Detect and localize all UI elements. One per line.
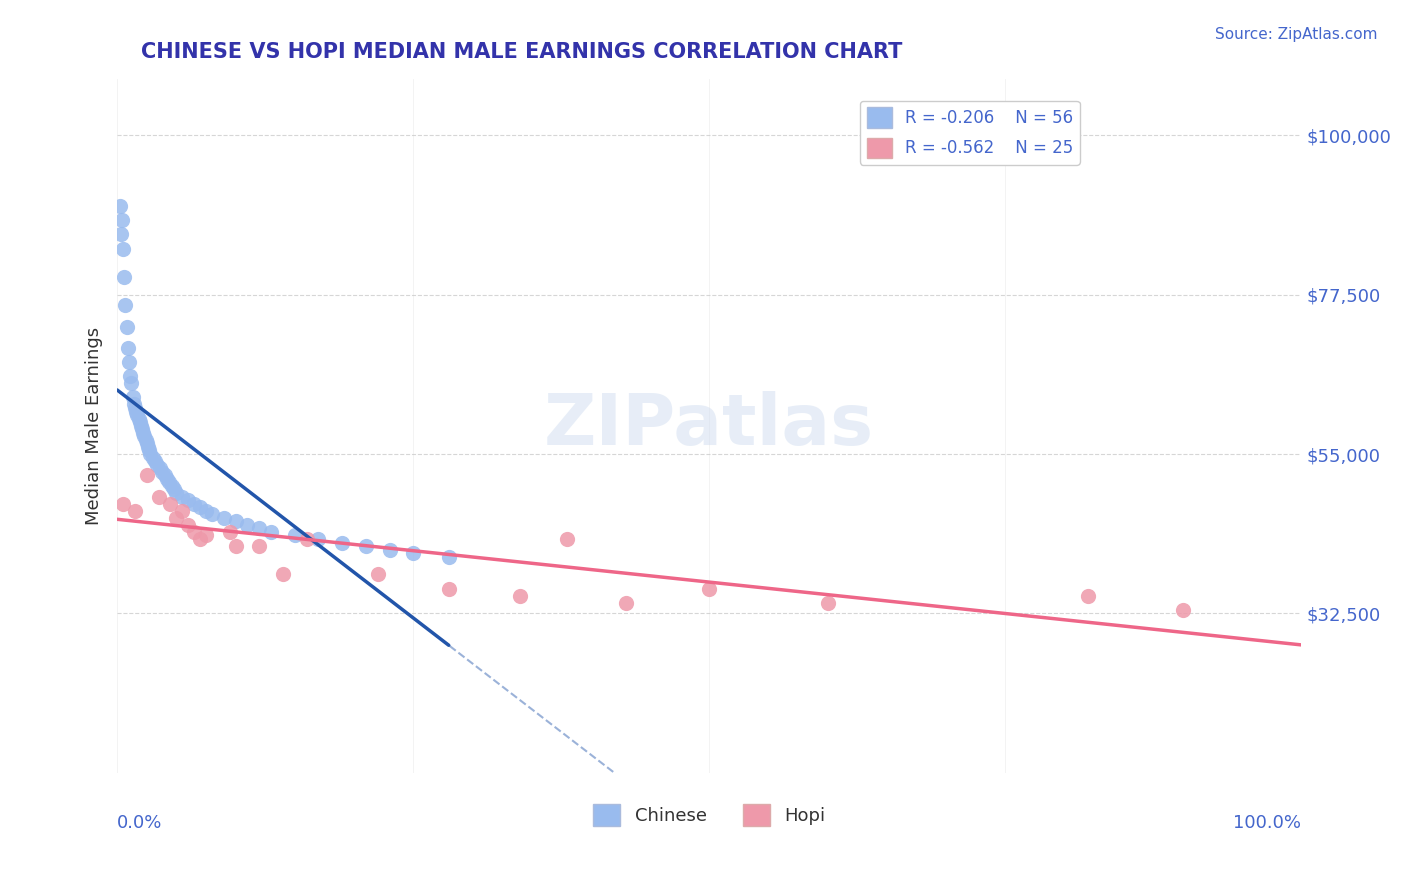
Text: Source: ZipAtlas.com: Source: ZipAtlas.com [1215, 27, 1378, 42]
Point [330, 535, 353, 549]
Point [112, 269, 135, 284]
Point [121, 390, 143, 404]
Point [437, 582, 460, 596]
Point [354, 539, 377, 553]
Point [195, 503, 218, 517]
Point [135, 468, 157, 483]
Point [124, 503, 146, 517]
Point [295, 532, 318, 546]
Text: ZIPatlas: ZIPatlas [544, 392, 875, 460]
Point [118, 355, 141, 369]
Point [163, 483, 186, 497]
Point [236, 517, 259, 532]
Point [146, 458, 169, 472]
Point [509, 589, 531, 603]
Point [247, 539, 270, 553]
Point [110, 227, 132, 242]
Point [165, 486, 187, 500]
Point [308, 532, 330, 546]
Point [159, 497, 181, 511]
Point [112, 242, 135, 256]
Point [129, 418, 152, 433]
Point [188, 532, 211, 546]
Point [212, 510, 235, 524]
Point [120, 369, 142, 384]
Point [225, 539, 247, 553]
Point [112, 497, 135, 511]
Point [218, 524, 240, 539]
Point [120, 376, 142, 391]
Point [177, 493, 200, 508]
Point [122, 397, 145, 411]
Point [150, 465, 173, 479]
Point [108, 199, 131, 213]
Point [135, 436, 157, 450]
Point [143, 454, 166, 468]
Point [172, 503, 194, 517]
Point [125, 404, 148, 418]
Point [183, 497, 205, 511]
Point [136, 440, 159, 454]
Point [127, 408, 149, 422]
Point [378, 542, 401, 557]
Point [183, 524, 205, 539]
Point [149, 461, 172, 475]
Point [1077, 589, 1099, 603]
Text: 0.0%: 0.0% [117, 814, 163, 832]
Text: CHINESE VS HOPI MEDIAN MALE EARNINGS CORRELATION CHART: CHINESE VS HOPI MEDIAN MALE EARNINGS COR… [141, 42, 903, 62]
Point [157, 475, 180, 490]
Point [117, 341, 139, 355]
Point [177, 517, 200, 532]
Point [1171, 603, 1194, 617]
Point [135, 433, 157, 447]
Point [160, 479, 183, 493]
Point [614, 596, 637, 610]
Point [165, 510, 187, 524]
Point [115, 319, 138, 334]
Point [153, 468, 176, 483]
Legend: Chinese, Hopi: Chinese, Hopi [586, 797, 832, 833]
Point [142, 450, 165, 465]
Point [402, 546, 425, 560]
Point [132, 425, 155, 440]
Point [172, 490, 194, 504]
Point [247, 521, 270, 535]
Point [134, 429, 156, 443]
Point [124, 401, 146, 415]
Point [111, 213, 134, 227]
Point [188, 500, 211, 515]
Point [817, 596, 839, 610]
Point [148, 490, 170, 504]
Point [284, 528, 307, 542]
Point [201, 507, 224, 521]
Point [128, 415, 150, 429]
Text: 100.0%: 100.0% [1233, 814, 1302, 832]
Point [128, 411, 150, 425]
Point [114, 298, 136, 312]
Point [138, 443, 160, 458]
Point [437, 549, 460, 564]
Point [195, 528, 218, 542]
Point [697, 582, 720, 596]
Point [555, 532, 578, 546]
Point [367, 567, 389, 582]
Point [271, 567, 294, 582]
Point [260, 524, 283, 539]
Point [131, 422, 153, 436]
Y-axis label: Median Male Earnings: Median Male Earnings [86, 326, 103, 524]
Point [156, 472, 179, 486]
Point [139, 447, 162, 461]
Point [225, 514, 247, 528]
